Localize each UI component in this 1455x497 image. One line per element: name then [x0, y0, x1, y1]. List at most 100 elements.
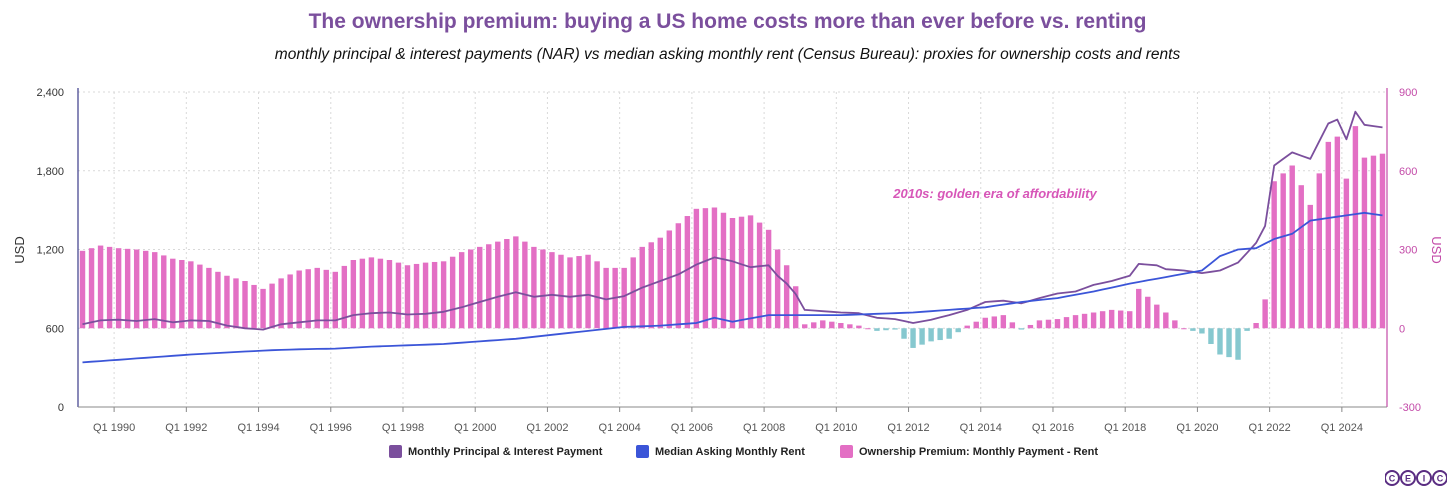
rent-line: [82, 211, 1383, 364]
premium-bar: [1072, 315, 1079, 329]
premium-bar: [783, 265, 790, 329]
premium-bar: [865, 328, 871, 330]
premium-bar: [1018, 328, 1025, 330]
premium-bar: [838, 323, 844, 329]
right-tick-label: 0: [1399, 323, 1405, 335]
payment-line: [82, 110, 1383, 331]
premium-bar: [567, 257, 573, 329]
premium-bar: [675, 223, 682, 329]
legend-item-rent[interactable]: Median Asking Monthly Rent: [636, 445, 805, 458]
premium-bar: [702, 208, 709, 329]
logo-letter: I: [1423, 474, 1426, 484]
left-tick-label: 1,200: [36, 245, 64, 257]
premium-bar: [1316, 173, 1323, 329]
premium-bar: [133, 249, 140, 329]
premium-bar: [919, 328, 925, 345]
premium-bar: [1108, 309, 1115, 329]
premium-bar: [1099, 311, 1106, 329]
premium-bar: [856, 325, 862, 329]
premium-bar: [1181, 328, 1187, 330]
premium-bar: [431, 261, 438, 329]
premium-bar: [820, 320, 826, 329]
premium-bar: [1289, 165, 1295, 329]
premium-bar: [377, 258, 384, 329]
premium-bar: [1235, 328, 1241, 360]
legend-item-payment[interactable]: Monthly Principal & Interest Payment: [389, 445, 602, 458]
logo-letter: C: [1437, 474, 1444, 484]
premium-bar: [621, 267, 627, 329]
premium-bar: [1253, 323, 1259, 329]
premium-bar: [486, 244, 492, 329]
premium-bar: [1000, 315, 1007, 329]
premium-bar: [233, 278, 239, 329]
legend-item-premium[interactable]: Ownership Premium: Monthly Payment - Ren…: [840, 445, 1098, 458]
premium-bar: [901, 328, 907, 339]
premium-bar: [1145, 296, 1151, 329]
x-tick-label: Q1 2024: [1321, 422, 1363, 434]
premium-bar: [594, 261, 600, 329]
x-tick-label: Q1 2012: [887, 422, 929, 434]
premium-bar: [395, 262, 402, 329]
x-tick-label: Q1 2010: [815, 422, 857, 434]
premium-bar: [1163, 312, 1169, 329]
premium-bar: [1199, 328, 1205, 334]
premium-bar: [495, 241, 501, 329]
premium-bar: [422, 262, 429, 329]
premium-bar: [955, 328, 961, 333]
premium-bar: [296, 270, 302, 329]
x-tick-label: Q1 1992: [165, 422, 207, 434]
chart-subtitle: monthly principal & interest payments (N…: [274, 46, 1181, 63]
premium-bar: [1244, 328, 1250, 331]
x-tick-label: Q1 2006: [671, 422, 713, 434]
premium-bar: [350, 260, 357, 329]
premium-bar: [774, 249, 781, 329]
premium-bar: [576, 256, 582, 329]
right-tick-label: 600: [1399, 166, 1417, 178]
premium-bar: [549, 252, 555, 329]
x-tick-label: Q1 1990: [93, 422, 135, 434]
legend-swatch-payment: [389, 445, 402, 458]
premium-bar: [458, 252, 465, 329]
premium-bar: [847, 324, 853, 329]
logo-circle: [1385, 470, 1400, 486]
premium-bar: [161, 255, 167, 329]
premium-bar: [260, 288, 266, 329]
legend-label-payment: Monthly Principal & Interest Payment: [408, 445, 603, 458]
premium-bar: [802, 324, 808, 329]
legend: Monthly Principal & Interest Payment Med…: [0, 445, 1455, 461]
x-tick-label: Q1 1998: [382, 422, 424, 434]
premium-bar: [747, 215, 754, 329]
premium-bar: [142, 250, 149, 329]
premium-bar: [1352, 126, 1359, 329]
premium-bar: [513, 236, 519, 329]
premium-bar: [585, 254, 591, 329]
legend-label-premium: Ownership Premium: Monthly Payment - Ren…: [859, 445, 1098, 458]
premium-bar: [305, 269, 311, 329]
right-tick-label: 300: [1399, 245, 1417, 257]
logo-circle: [1432, 470, 1447, 486]
premium-bar: [1334, 136, 1341, 329]
annotation-golden-era: 2010s: golden era of affordability: [892, 186, 1097, 201]
premium-bar: [224, 275, 230, 329]
left-tick-label: 0: [58, 402, 64, 414]
premium-bar: [738, 216, 745, 329]
premium-bar: [1009, 322, 1016, 329]
premium-bar: [811, 322, 817, 329]
premium-bar: [386, 260, 393, 329]
premium-bar: [287, 274, 293, 329]
premium-bar: [332, 271, 338, 329]
premium-bar: [251, 284, 257, 329]
premium-bar: [603, 267, 609, 329]
premium-bar: [1271, 181, 1277, 329]
left-tick-label: 600: [46, 323, 64, 335]
premium-bar: [179, 260, 185, 329]
left-tick-label: 1,800: [36, 166, 64, 178]
premium-bar: [540, 249, 546, 329]
legend-swatch-rent: [636, 445, 649, 458]
premium-bar: [1208, 328, 1214, 344]
premium-bar: [910, 328, 916, 348]
premium-bar: [531, 246, 537, 329]
premium-bar: [1370, 155, 1377, 329]
